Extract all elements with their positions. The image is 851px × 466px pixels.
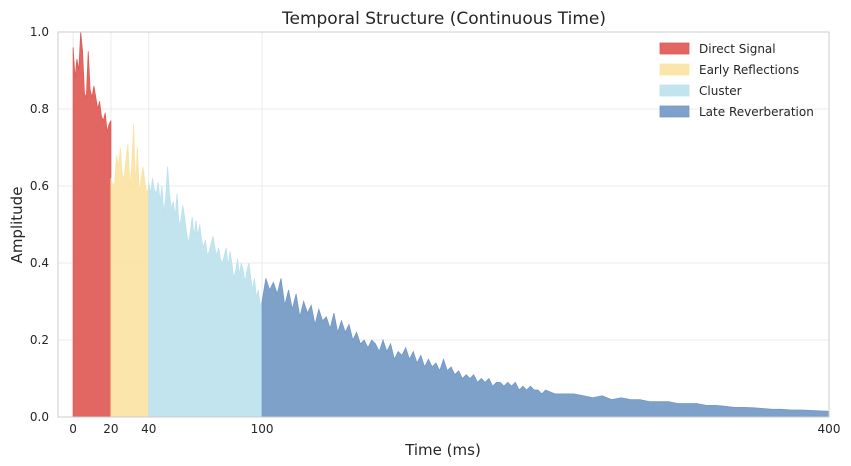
plot-frame (57, 31, 830, 418)
x-axis-ticks: 0 20 40 100 400 (69, 422, 840, 436)
y-tick-label: 1.0 (30, 25, 49, 39)
legend-swatch-late-reverberation (659, 105, 690, 118)
legend-label-direct-signal: Direct Signal (699, 42, 776, 56)
legend-swatch-cluster (659, 84, 690, 97)
y-tick-label: 0.6 (30, 179, 49, 193)
y-tick-label: 0.2 (30, 333, 49, 347)
x-axis-label: Time (ms) (404, 441, 481, 459)
legend-swatch-direct-signal (659, 42, 690, 55)
x-tick-label: 0 (69, 422, 77, 436)
legend-swatch-early-reflections (659, 63, 690, 76)
area-direct-signal (72, 31, 112, 418)
area-cluster (148, 166, 263, 418)
y-axis-ticks: 0.0 0.2 0.4 0.6 0.8 1.0 (30, 25, 49, 424)
area-early-reflections (110, 124, 150, 418)
legend-label-cluster: Cluster (699, 84, 742, 98)
legend-label-late-reverberation: Late Reverberation (699, 105, 814, 119)
x-tick-label: 40 (141, 422, 156, 436)
y-tick-label: 0.0 (30, 410, 49, 424)
legend-label-early-reflections: Early Reflections (699, 63, 799, 77)
x-tick-label: 20 (103, 422, 118, 436)
chart-title: Temporal Structure (Continuous Time) (281, 9, 606, 29)
series-areas (72, 31, 830, 418)
y-axis-label: Amplitude (8, 187, 26, 264)
x-tick-label: 400 (818, 422, 841, 436)
legend: Direct Signal Early Reflections Cluster Lat… (659, 42, 814, 119)
x-tick-label: 100 (251, 422, 274, 436)
y-tick-label: 0.4 (30, 256, 49, 270)
y-tick-label: 0.8 (30, 102, 49, 116)
area-late-reverberation (261, 278, 830, 418)
